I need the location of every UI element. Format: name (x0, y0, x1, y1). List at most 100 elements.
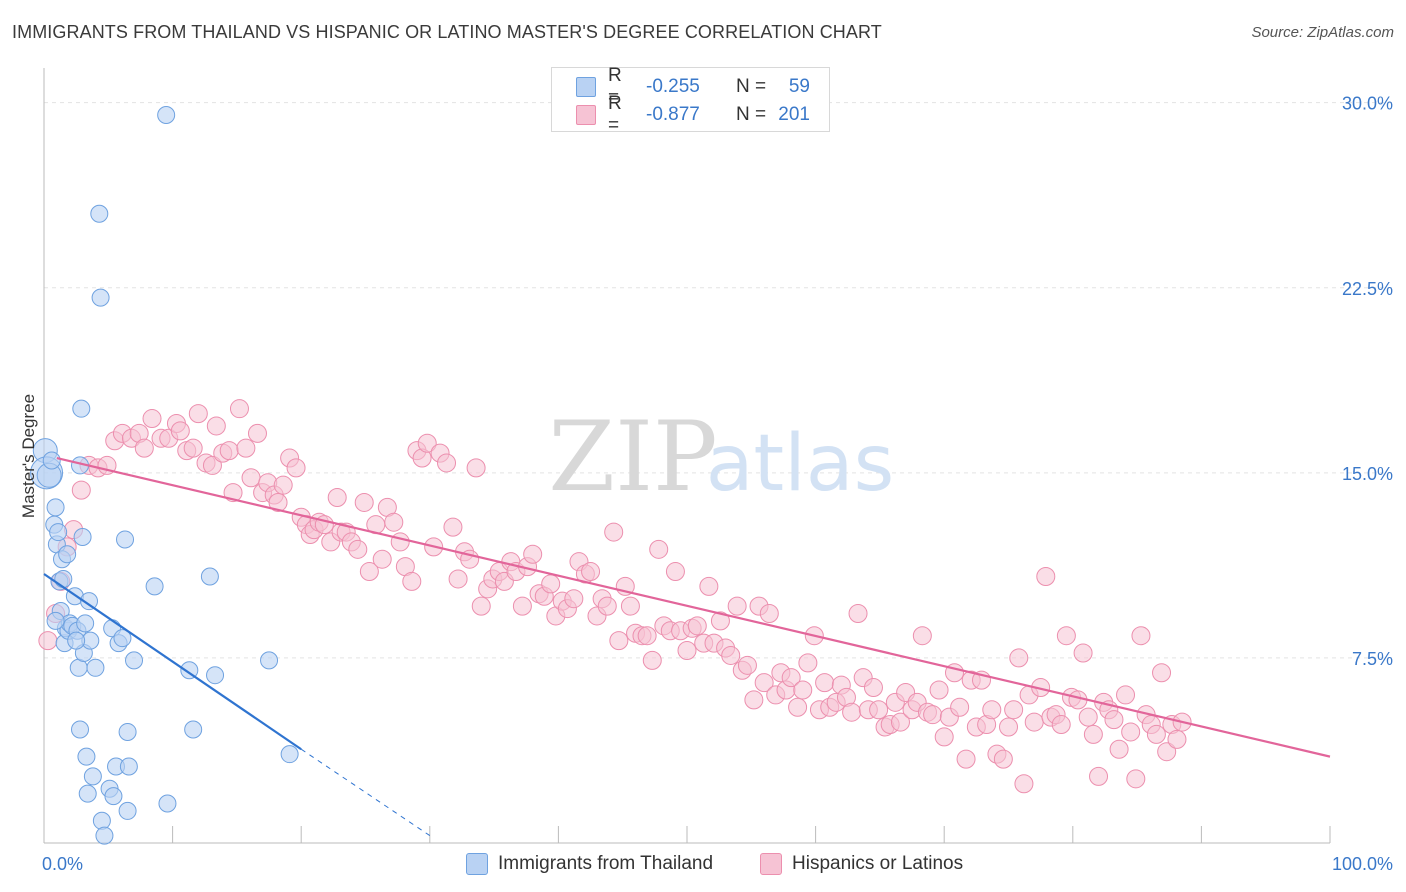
pink-point (170, 421, 190, 441)
blue-point (77, 747, 96, 766)
bottom-legend-label-pink: Hispanics or Latinos (792, 853, 964, 874)
pink-point (637, 626, 657, 646)
y-tick-label: 30.0% (1342, 94, 1393, 114)
pink-point (609, 631, 629, 651)
pink-point (183, 438, 203, 458)
pink-point (1152, 663, 1172, 683)
pink-point (581, 562, 601, 582)
pink-point (815, 673, 835, 693)
pink-point (737, 655, 757, 675)
pink-point (273, 475, 293, 495)
x-tick-label: 100.0% (1332, 854, 1393, 874)
blue-point (104, 787, 123, 806)
pink-point (848, 604, 868, 623)
pink-point (982, 700, 1002, 720)
x-tick-label: 0.0% (42, 854, 83, 874)
pink-point (1051, 715, 1071, 735)
pink-point (443, 517, 463, 537)
pink-point (402, 571, 422, 591)
blue-point (67, 631, 86, 650)
pink-point (1024, 712, 1044, 732)
pink-point (384, 512, 404, 532)
pink-point (1014, 774, 1034, 794)
pink-point (390, 532, 410, 552)
blue-point (46, 498, 65, 517)
pink-point (1089, 766, 1109, 786)
source-label: Source: ZipAtlas.com (1251, 24, 1394, 41)
pink-point (842, 702, 862, 722)
pink-point (956, 749, 976, 769)
pink-point (620, 596, 640, 616)
legend-r-value: -0.255 (646, 76, 700, 97)
pink-point (642, 650, 662, 670)
pink-point (247, 423, 267, 443)
pink-point (372, 549, 392, 569)
pink-point (466, 458, 486, 478)
legend-r-label: R = (608, 93, 622, 136)
pink-point (649, 539, 669, 559)
legend-n-value: 59 (788, 76, 810, 97)
bottom-legend-swatch-blue (466, 853, 488, 875)
pink-point (1109, 739, 1129, 759)
pink-point (1083, 724, 1103, 744)
pink-point (229, 399, 249, 419)
blue-series-points (30, 106, 299, 845)
blue-point (91, 288, 110, 307)
pink-point (206, 416, 226, 436)
watermark: ZIP atlas (548, 401, 894, 513)
pink-point (781, 668, 801, 688)
legend-n-value: 201 (778, 104, 810, 125)
bottom-legend-pink: Hispanics or Latinos (760, 851, 963, 877)
blue-point (80, 592, 99, 611)
blue-point (83, 767, 102, 786)
pink-point (512, 596, 532, 616)
legend-row-pink: R = -0.877 N = 201 (576, 93, 810, 136)
pink-point (471, 596, 491, 616)
pink-point (541, 574, 561, 594)
blue-point (46, 611, 65, 630)
y-tick-label: 15.0% (1342, 464, 1393, 484)
pink-point (354, 492, 374, 512)
bottom-legend-blue: Immigrants from Thailand (466, 851, 713, 877)
blue-point (119, 757, 138, 776)
pink-point (1073, 643, 1093, 663)
pink-point (188, 404, 208, 424)
blue-point (73, 528, 92, 546)
pink-point (1126, 769, 1146, 789)
blue-point (54, 569, 73, 588)
pink-point (863, 678, 883, 698)
blue-point (86, 658, 105, 677)
pink-point (890, 712, 910, 732)
pink-point (359, 562, 379, 582)
pink-point (241, 468, 261, 488)
pink-point (934, 727, 954, 747)
pink-point (665, 562, 685, 582)
pink-point (1116, 685, 1136, 705)
legend-row-blue: R = -0.255 N = 59 (576, 65, 810, 108)
pink-point (1167, 729, 1187, 749)
pink-point (869, 700, 889, 720)
pink-point (202, 455, 222, 475)
blue-point (76, 614, 95, 633)
legend-n-label: N = (736, 104, 767, 125)
pink-point (699, 576, 719, 596)
blue-point (260, 651, 279, 670)
bottom-legend-swatch-pink (760, 853, 782, 875)
blue-trendline-extension (300, 748, 431, 837)
pink-point (523, 544, 543, 564)
pink-point (710, 611, 730, 631)
blue-point (49, 523, 68, 542)
blue-point (71, 720, 90, 739)
pink-point (236, 438, 256, 458)
pink-point (268, 492, 288, 512)
blue-point (78, 784, 97, 803)
watermark-zip: ZIP (548, 401, 717, 513)
blue-point (200, 567, 219, 586)
legend-n-label: N = (736, 76, 767, 97)
bottom-legend-label-blue: Immigrants from Thailand (498, 853, 714, 874)
watermark-atlas: atlas (706, 419, 895, 509)
pink-point (71, 480, 91, 500)
pink-point (348, 539, 368, 559)
pink-point (38, 631, 58, 651)
